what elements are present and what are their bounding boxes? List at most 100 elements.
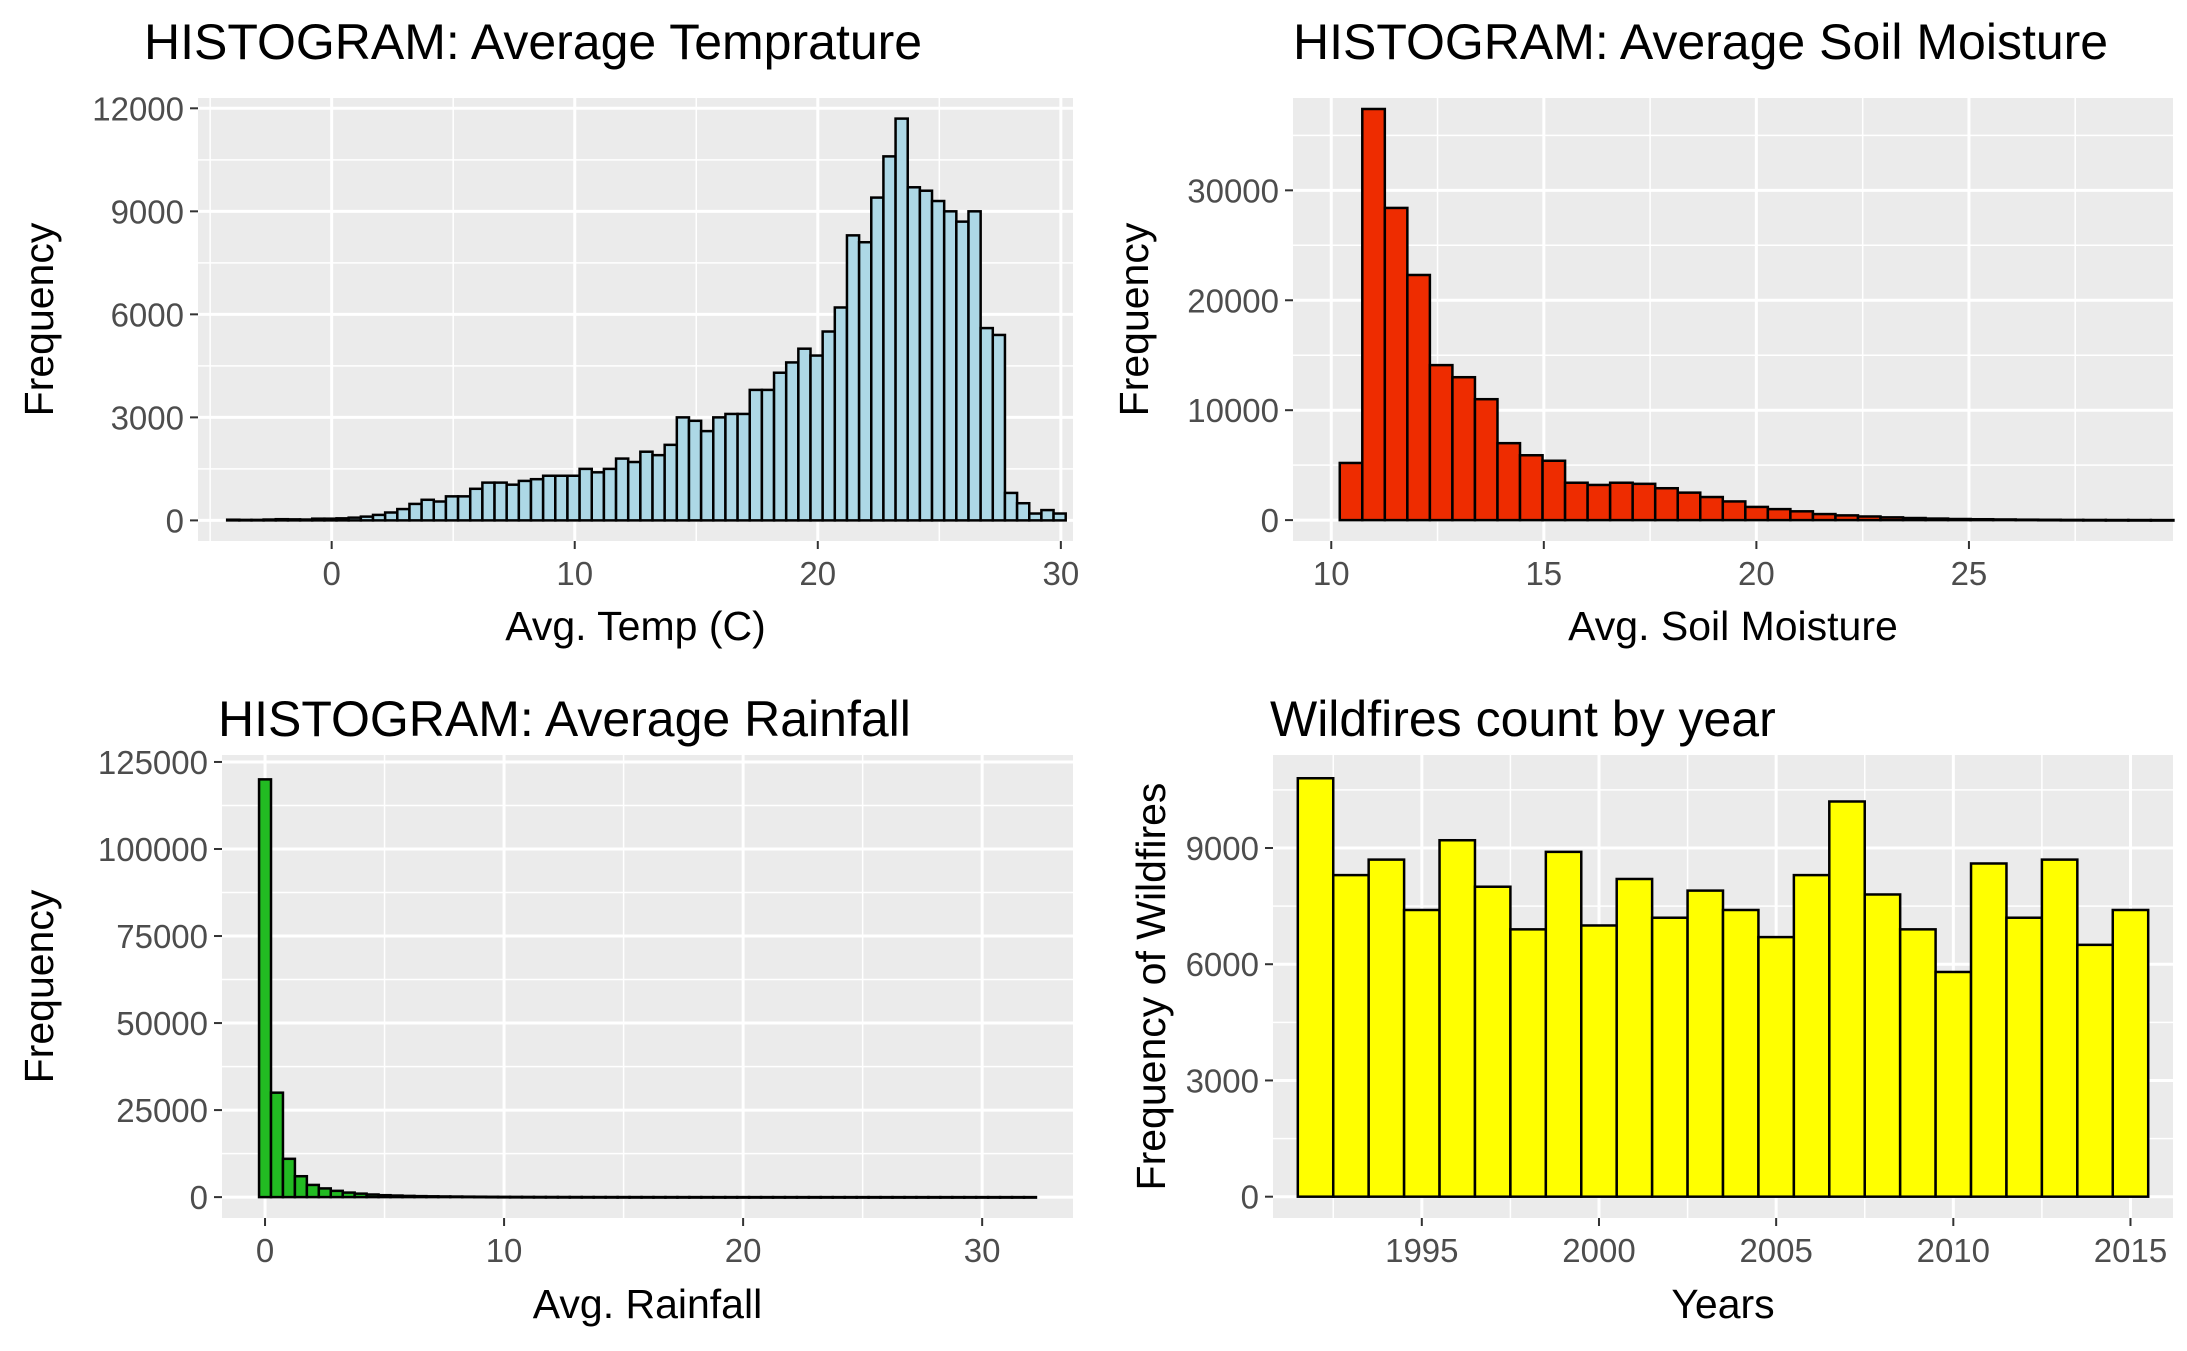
bar <box>496 1195 512 1199</box>
bar <box>286 518 302 522</box>
bar <box>1438 838 1477 1198</box>
x-tick-label: 2015 <box>2094 1232 2167 1269</box>
bar <box>843 1195 858 1199</box>
bar <box>460 1195 476 1199</box>
bar <box>317 1187 333 1199</box>
bar <box>614 457 630 522</box>
bar <box>493 481 508 522</box>
bar <box>855 1195 870 1199</box>
bar <box>554 474 569 522</box>
bar <box>1744 505 1770 522</box>
y-tick-label: 25000 <box>116 1092 208 1129</box>
plot-background <box>222 755 1073 1218</box>
y-axis-title: Frequency <box>16 889 62 1083</box>
bar <box>310 517 326 522</box>
bar <box>967 210 982 522</box>
bar <box>821 330 837 522</box>
bar <box>942 210 958 522</box>
bar <box>1686 889 1725 1198</box>
bar <box>425 1195 440 1199</box>
bar <box>1879 516 1905 522</box>
bar <box>420 498 436 522</box>
bar <box>831 1195 846 1199</box>
bar <box>1509 928 1548 1198</box>
bar <box>1898 928 1937 1198</box>
bar <box>939 1195 954 1199</box>
x-tick-label: 0 <box>256 1232 274 1269</box>
y-tick-label: 6000 <box>111 296 184 333</box>
bar <box>1296 776 1335 1198</box>
x-tick-label: 30 <box>964 1232 1001 1269</box>
bar <box>293 1174 309 1199</box>
chart-title: HISTOGRAM: Average Rainfall <box>218 691 911 747</box>
bar <box>712 416 727 522</box>
bar <box>2036 518 2063 522</box>
bar <box>906 186 922 522</box>
bar <box>927 1195 942 1199</box>
bar <box>383 511 399 522</box>
bar <box>508 1195 524 1199</box>
bar <box>481 481 496 522</box>
bar <box>748 388 764 522</box>
bar <box>365 1193 380 1199</box>
panel-years: 1995 2000 2005 2010 2015 0 3000 6000 9000 Wildfir… <box>1128 691 2173 1327</box>
chart-title: HISTOGRAM: Average Temprature <box>144 14 922 70</box>
bar <box>335 517 350 522</box>
bar <box>353 1192 368 1199</box>
bar <box>1406 273 1432 522</box>
bar <box>903 1195 918 1199</box>
bar <box>1901 516 1927 522</box>
bar <box>2059 518 2085 522</box>
bar <box>1402 908 1441 1198</box>
bar <box>736 412 751 522</box>
bar <box>688 1195 703 1199</box>
bar <box>955 220 970 522</box>
bar <box>1631 482 1657 522</box>
bar <box>784 361 800 522</box>
bar <box>456 495 472 522</box>
bar <box>604 1195 619 1199</box>
bar <box>1721 500 1747 522</box>
bar <box>505 483 521 522</box>
bar <box>1969 862 2008 1198</box>
bar <box>2005 916 2044 1198</box>
bar <box>1757 935 1796 1198</box>
bar <box>269 1091 285 1199</box>
bar <box>930 199 946 522</box>
bar <box>1028 512 1043 522</box>
bar <box>1580 924 1618 1198</box>
bar <box>616 1195 631 1199</box>
bar <box>795 1195 811 1199</box>
bar <box>891 1195 906 1199</box>
bar <box>915 1195 930 1199</box>
bar <box>1991 518 2017 522</box>
bar <box>1676 491 1702 522</box>
bar <box>676 1195 691 1199</box>
x-tick-label: 15 <box>1525 555 1562 592</box>
bar <box>723 1195 739 1199</box>
bar <box>2082 518 2108 522</box>
bar <box>556 1195 572 1199</box>
y-tick-label: 0 <box>166 502 184 539</box>
bar <box>1473 885 1512 1198</box>
bar <box>238 518 253 522</box>
bar <box>1615 877 1654 1198</box>
bar <box>532 1195 548 1199</box>
bar <box>1946 517 1972 522</box>
bar <box>664 1195 679 1199</box>
bar <box>1863 893 1902 1198</box>
bar <box>882 155 897 522</box>
bar <box>998 1195 1014 1199</box>
bar <box>2040 858 2079 1198</box>
bar <box>449 1195 464 1199</box>
bar <box>652 1195 667 1199</box>
bar <box>772 371 788 522</box>
y-tick-label: 9000 <box>1186 830 1259 867</box>
panel-temp: 0 10 20 30 0 3000 6000 9000 12000 HISTOGRAM: Aver… <box>16 14 1079 649</box>
panel-soil: 10 15 20 25 0 10000 20000 30000 HISTOGRAM: Avera… <box>1111 14 2175 649</box>
bar <box>639 450 654 522</box>
bar <box>541 474 557 522</box>
bar <box>857 240 873 522</box>
bar <box>747 1195 763 1199</box>
